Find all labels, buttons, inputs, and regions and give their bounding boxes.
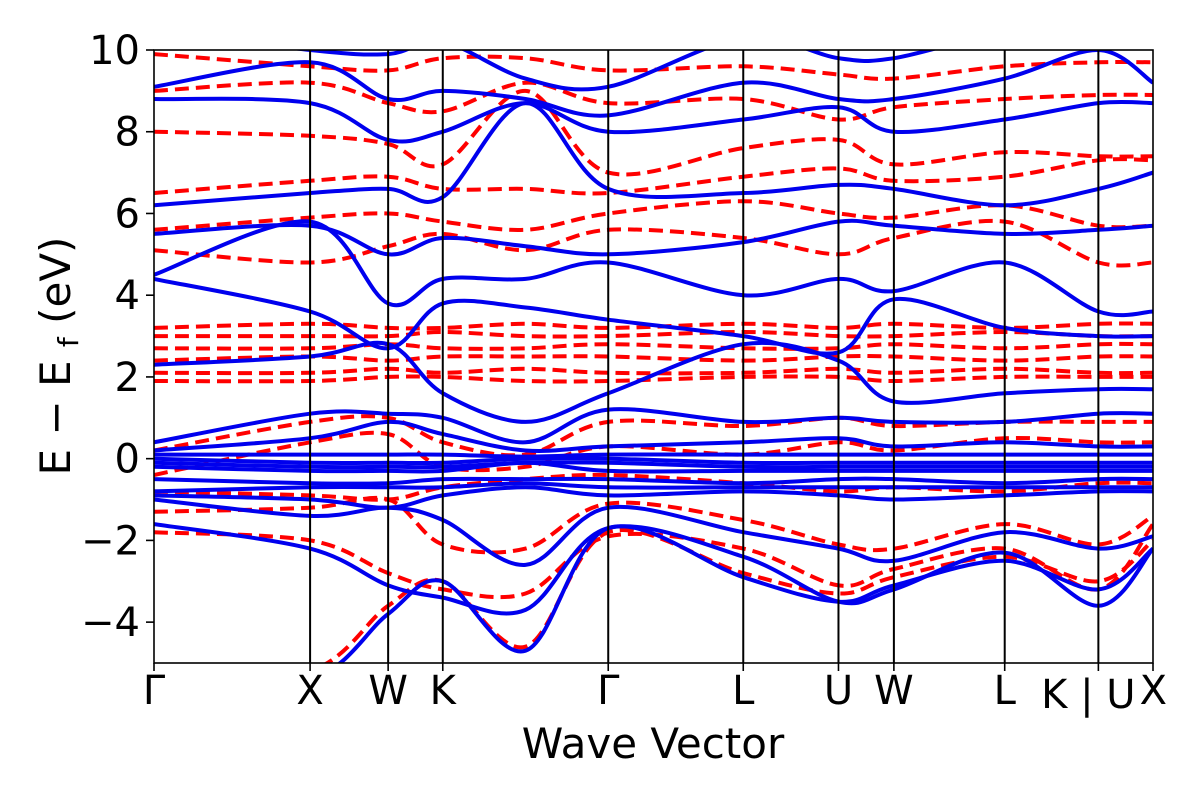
x-tick-label-: Γ [597,668,620,714]
y-tick-label: 0 [115,437,140,483]
solid-band-10 [154,452,1153,459]
plot-frame [153,49,1154,664]
y-tick-label: −2 [81,518,140,564]
x-tick-label-l: L [732,668,755,714]
dashed-band-18 [154,52,1153,81]
dashed-band-15 [154,157,1153,196]
x-tick-label-l: L [994,668,1017,714]
solid-band-14 [154,276,1153,356]
y-tick-label: 6 [115,191,140,237]
bands-layer [154,50,1153,663]
y-tick-label: 8 [115,110,140,156]
solid-band-20 [292,50,938,92]
solid-band-2 [154,522,1153,616]
y-axis-label-main: E − E [31,360,80,475]
dashed-band-3 [154,495,1153,555]
y-tick-label: 10 [89,28,140,74]
x-axis-label: Wave Vector [522,719,785,768]
solid-band-19 [154,50,1153,118]
x-tick-label-x: X [296,668,323,714]
solid-band-16 [154,218,1153,257]
x-tick-label-x: X [1140,668,1167,714]
y-tick-label: −4 [81,600,140,646]
x-tick-label-ku: K | U [1041,672,1135,718]
x-tick-label-: Γ [143,668,166,714]
x-tick-label-u: U [824,668,853,714]
kpoint-lines [309,50,1100,663]
x-tick-label-w: W [368,668,408,714]
y-axis-ticks: −4 −2 0 2 4 6 8 10 [81,28,154,646]
dashed-band-8 [154,366,1153,376]
y-tick-label: 2 [115,355,140,401]
dashed-band-14 [154,199,1153,232]
dashed-band-7 [154,374,1153,384]
dashed-band-13 [154,218,1153,268]
y-tick-label: 4 [115,273,140,319]
x-tick-label-w: W [874,668,914,714]
dashed-band-11 [154,330,1153,339]
y-axis-label-unit: (eV) [31,237,80,324]
y-axis-label-subscript: f [52,336,85,347]
dashed-band-10 [154,341,1153,351]
x-tick-label-k: K [430,668,458,714]
y-axis-label: E − E f (eV) [31,237,88,476]
solid-band-6 [154,476,1153,486]
